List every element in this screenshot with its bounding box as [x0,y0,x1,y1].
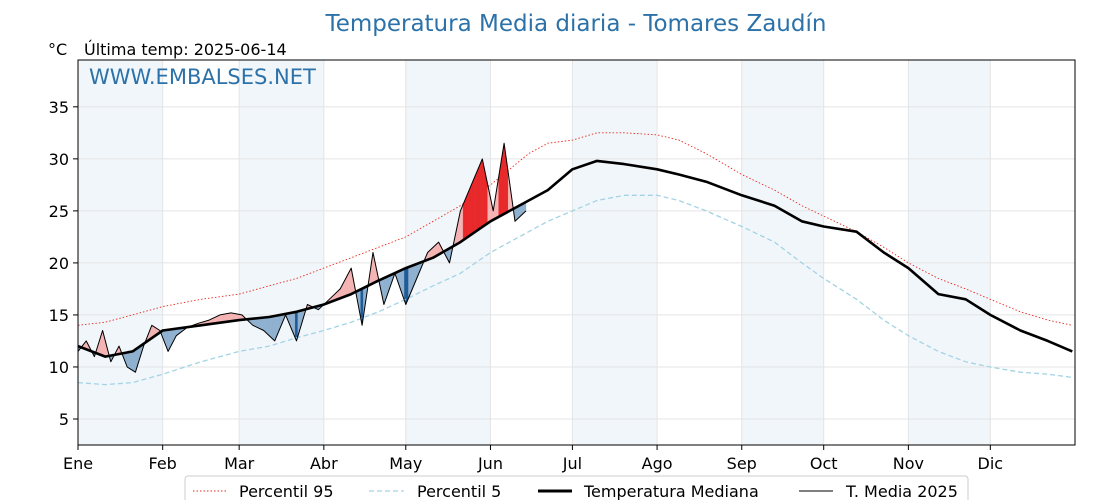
anomaly-segment [408,266,411,299]
x-tick-label-sep: Sep [727,454,757,473]
anomaly-segment [471,181,473,235]
anomaly-segment [348,270,350,296]
anomaly-segment [260,317,263,331]
anomaly-segment [480,158,483,229]
y-tick-label-25: 25 [49,202,69,221]
anomaly-segment [464,197,467,240]
x-tick-label-oct: Oct [810,454,838,473]
anomaly-segment [256,317,259,329]
anomaly-segment [467,191,469,238]
anomaly-segment [479,162,482,230]
last-temp-label: Última temp: 2025-06-14 [84,40,287,59]
anomaly-segment [271,315,274,341]
x-tick-label-may: May [389,454,422,473]
legend-label-median: Temperatura Mediana [583,482,759,500]
month-band-jul [572,60,658,445]
series-lines [77,132,1073,386]
anomaly-segment [259,317,262,330]
legend-label-2025: T. Media 2025 [845,482,958,500]
anomaly-segment [483,165,486,227]
x-tick-label-jun: Jun [477,454,503,473]
x-tick-label-jul: Jul [562,454,582,473]
anomaly-segment [264,317,267,334]
x-axis-ticks: Ene Feb Mar Abr May Jun Jul Ago Sep Oct Nov Dic [63,445,1003,473]
y-tick-label-30: 30 [49,150,69,169]
series-line-2025 [77,142,527,373]
legend-label-p95: Percentil 95 [239,482,334,500]
y-axis-unit: °C [48,40,67,59]
grid-lines [77,60,1075,445]
x-tick-label-feb: Feb [149,454,177,473]
anomaly-segment [472,178,475,234]
x-tick-label-ago: Ago [642,454,673,473]
anomaly-segment [476,168,479,232]
month-band-mar [239,60,324,445]
anomaly-segment [128,351,131,370]
series-line-median [77,159,1073,358]
y-tick-label-15: 15 [49,306,69,325]
month-band-ene [78,60,163,445]
x-tick-label-abr: Abr [310,454,338,473]
anomaly-segment [460,207,462,243]
y-axis-ticks: 5 10 15 20 25 30 35 [49,98,78,429]
series-line-p5 [77,194,1073,386]
anomaly-segment [468,188,471,237]
legend: Percentil 95 Percentil 5 Temperatura Med… [184,475,969,500]
y-tick-label-10: 10 [49,358,69,377]
anomaly-segment [129,351,132,370]
series-line-p95 [77,132,1073,326]
month-bands [78,60,991,445]
anomaly-segment [269,316,271,338]
anomaly-segment [406,266,409,302]
chart-title: Temperatura Media diaria - Tomares Zaudí… [325,11,827,37]
legend-frame [184,475,969,500]
x-tick-label-mar: Mar [224,454,255,473]
month-band-nov [908,60,991,445]
anomaly-segment [132,350,135,372]
anomaly-segment [349,268,352,295]
watermark: WWW.EMBALSES.NET [89,65,316,89]
y-tick-label-5: 5 [59,410,69,429]
anomaly-segment [133,349,136,373]
y-tick-label-20: 20 [49,254,69,273]
anomaly-segment [462,201,465,241]
month-band-sep [741,60,824,445]
anomaly-segment [267,316,270,337]
x-tick-label-nov: Nov [893,454,924,473]
x-tick-label-dic: Dic [978,454,1004,473]
anomaly-segment [475,171,477,233]
anomaly-segment [502,143,505,215]
y-tick-label-35: 35 [49,98,69,117]
anomaly-segment [273,315,275,342]
anomaly-segment [263,317,266,333]
x-tick-label-ene: Ene [63,454,93,473]
plot-frame [77,59,1076,446]
legend-label-p5: Percentil 5 [417,482,501,500]
